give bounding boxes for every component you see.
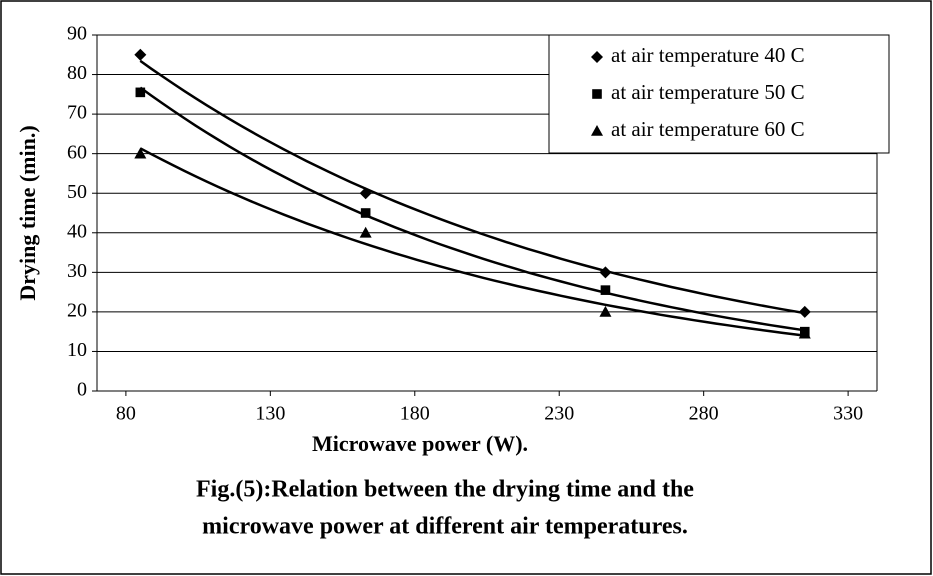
y-tick-label: 40 [67, 220, 87, 242]
caption: Fig.(5):Relation between the drying time… [196, 477, 694, 503]
point [599, 305, 612, 317]
x-axis-label: Microwave power (W). [312, 431, 528, 456]
x-tick-label: 80 [116, 403, 136, 425]
y-tick-label: 10 [67, 339, 87, 361]
x-tick-label: 180 [400, 403, 430, 425]
legend-box [548, 34, 890, 154]
point [359, 187, 372, 200]
legend-label: at air temperature 50 C [611, 80, 805, 104]
y-tick-label: 90 [67, 23, 87, 45]
trend-line [139, 59, 806, 315]
y-tick-label: 30 [67, 260, 87, 282]
point [134, 147, 147, 159]
point [600, 285, 611, 295]
point [599, 266, 612, 279]
y-axis-label: Drying time (min.) [15, 125, 40, 300]
y-tick-label: 50 [67, 181, 87, 203]
y-tick-label: 20 [67, 299, 87, 321]
trend-line [139, 86, 805, 332]
point [135, 87, 146, 98]
caption: microwave power at different air tempera… [202, 514, 688, 540]
legend-marker [591, 51, 603, 63]
y-tick-label: 60 [67, 141, 87, 163]
legend-marker [591, 125, 603, 136]
y-tick-label: 70 [67, 102, 87, 124]
point [798, 305, 811, 318]
x-tick-label: 230 [544, 403, 574, 425]
y-tick-label: 80 [67, 62, 87, 84]
trend-line [139, 147, 805, 337]
y-tick-label: 0 [77, 379, 87, 401]
point [798, 327, 811, 339]
x-tick-label: 130 [255, 403, 285, 425]
legend-marker [592, 89, 602, 99]
x-tick-label: 330 [833, 403, 863, 425]
point [360, 208, 371, 218]
legend-label: at air temperature 40 C [611, 43, 805, 67]
x-tick-label: 280 [689, 403, 719, 425]
point [134, 48, 147, 61]
legend-label: at air temperature 60 C [611, 117, 805, 141]
point [359, 226, 372, 238]
